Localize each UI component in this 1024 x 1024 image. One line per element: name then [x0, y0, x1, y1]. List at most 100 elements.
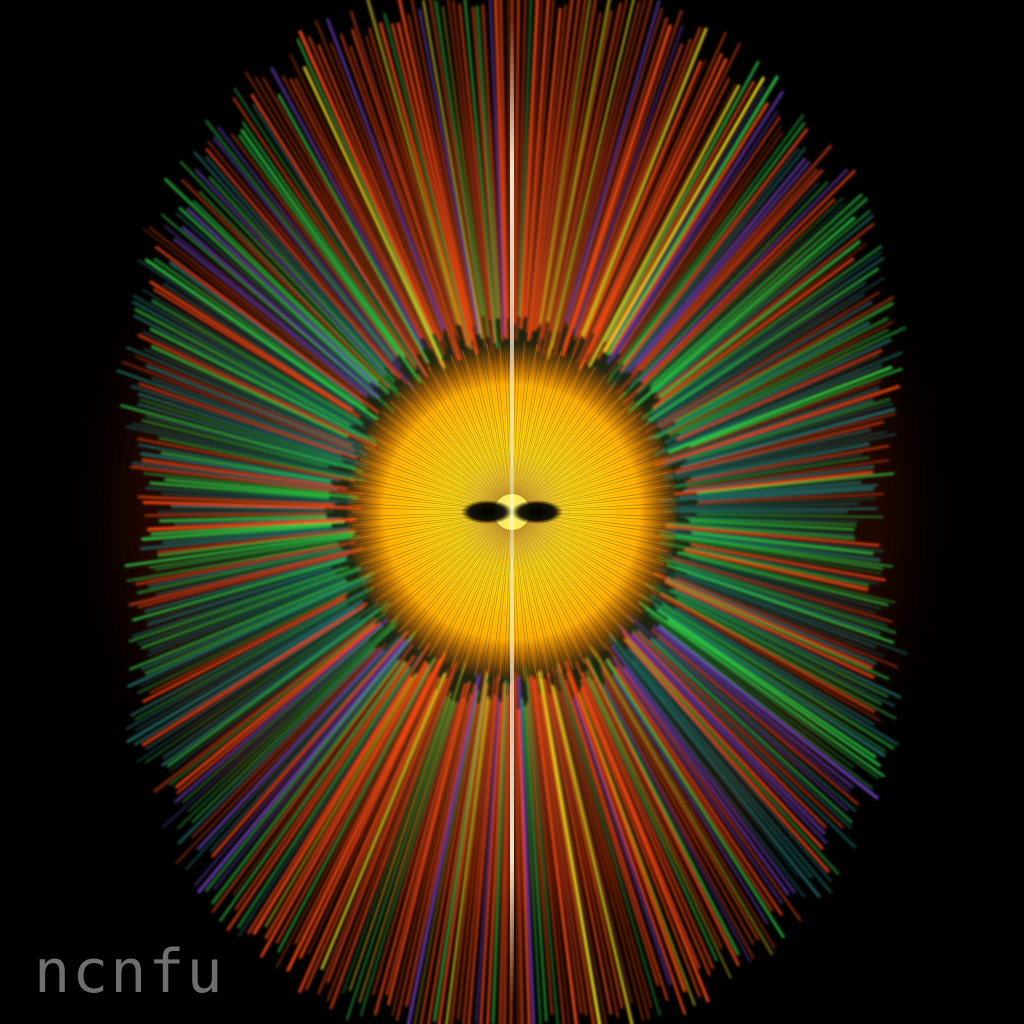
core-striation — [524, 394, 629, 500]
core-striation — [503, 529, 512, 682]
burst-ray — [174, 618, 389, 804]
core-striation — [499, 529, 511, 682]
burst-ray — [128, 546, 365, 607]
core-striation — [470, 347, 508, 495]
burst-ray — [329, 661, 459, 1010]
burst-ray — [627, 216, 856, 413]
burst-ray — [170, 505, 325, 511]
burst-ray — [678, 326, 907, 435]
burst-ray — [527, 676, 565, 1024]
burst-ray — [177, 619, 399, 830]
core-striation — [410, 525, 501, 645]
burst-ray — [219, 661, 406, 922]
burst-ray — [662, 430, 888, 481]
core-striation — [524, 524, 623, 636]
burst-ray — [379, 22, 469, 348]
burst-ray — [577, 38, 692, 338]
burst-ray — [639, 593, 887, 752]
burst-ray — [383, 12, 472, 350]
burst-ray — [136, 437, 356, 483]
burst-ray — [547, 0, 635, 360]
burst-ray — [137, 259, 354, 406]
burst-ray — [142, 597, 346, 703]
burst-ray — [564, 660, 687, 993]
burst-ray — [144, 512, 327, 517]
core-striation — [520, 527, 589, 662]
core-striation — [523, 525, 620, 639]
burst-ray — [656, 214, 874, 394]
burst-ray — [539, 667, 607, 1024]
core-striation — [513, 342, 525, 495]
core-striation — [528, 438, 657, 505]
burst-ray — [397, 0, 479, 355]
burst-ray — [131, 422, 367, 479]
core-striation — [442, 528, 505, 666]
burst-ray — [610, 102, 769, 354]
burst-ray — [690, 558, 882, 610]
burst-ray — [437, 682, 489, 1024]
core-striation — [527, 521, 649, 602]
burst-ray — [192, 200, 379, 382]
burst-ray — [254, 76, 420, 355]
core-striation — [528, 442, 659, 506]
burst-ray — [529, 4, 567, 340]
burst-ray — [619, 128, 809, 372]
burst-ray — [603, 681, 755, 960]
core-striation — [474, 529, 509, 678]
core-striation — [371, 520, 497, 594]
burst-ray — [154, 536, 361, 571]
right-dark-spot — [511, 500, 563, 524]
core-striation — [382, 522, 498, 613]
burst-ray — [555, 668, 652, 1009]
burst-ray — [632, 629, 857, 849]
burst-ray — [326, 18, 445, 331]
burst-ray — [551, 667, 644, 1021]
burst-ray — [320, 672, 446, 970]
core-striation — [356, 515, 495, 553]
core-striation — [390, 401, 499, 501]
core-striation — [392, 397, 499, 501]
burst-ray — [137, 573, 336, 645]
burst-ray — [524, 0, 550, 318]
burst-ray — [671, 557, 893, 623]
burst-ray — [252, 676, 413, 935]
burst-ray — [603, 76, 765, 353]
burst-ray — [262, 77, 432, 371]
burst-ray — [696, 513, 884, 518]
burst-ray — [132, 294, 367, 430]
burst-ray — [631, 144, 833, 375]
burst-ray — [270, 67, 425, 350]
core-striation — [462, 529, 507, 674]
core-striation — [450, 528, 506, 670]
burst-ray — [351, 28, 463, 360]
core-striation — [529, 516, 667, 557]
core-striation — [369, 519, 497, 590]
left-dark-spot — [461, 500, 513, 524]
burst-ray — [691, 531, 874, 555]
core-striation — [521, 369, 600, 498]
core-striation — [529, 515, 668, 553]
burst-ray — [573, 9, 683, 329]
burst-ray — [194, 168, 387, 376]
burst-ray — [238, 134, 399, 356]
burst-ray — [549, 2, 623, 332]
burst-ray — [143, 472, 330, 494]
burst-ray — [524, 705, 548, 1022]
burst-ray — [149, 327, 377, 445]
core-striation — [527, 422, 649, 503]
burst-ray — [518, 0, 532, 317]
burst-ray — [164, 478, 359, 499]
burst-ray — [226, 655, 416, 932]
burst-ray — [119, 404, 364, 473]
burst-ray — [294, 77, 432, 350]
burst-ray — [542, 12, 602, 340]
core-striation — [387, 404, 499, 501]
burst-ray — [126, 600, 363, 744]
burst-ray — [694, 546, 880, 585]
core-striation — [515, 346, 550, 495]
burst-ray — [656, 551, 877, 614]
core-striation — [529, 467, 667, 508]
burst-ray — [644, 607, 880, 779]
burst-ray — [690, 543, 886, 582]
core-striation — [392, 523, 499, 627]
